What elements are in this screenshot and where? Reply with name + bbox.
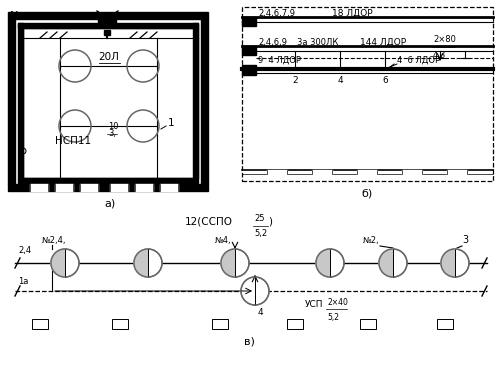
- Bar: [193, 23, 198, 178]
- Text: б): б): [362, 188, 373, 198]
- Bar: [360, 319, 376, 329]
- Bar: [55, 184, 73, 191]
- Text: 4  6 ЛДОР: 4 6 ЛДОР: [397, 56, 440, 65]
- Bar: [242, 17, 256, 26]
- Bar: [18, 23, 198, 28]
- Bar: [110, 184, 128, 191]
- Polygon shape: [441, 249, 455, 277]
- Text: 12(ССПО: 12(ССПО: [185, 216, 233, 226]
- Bar: [267, 170, 287, 174]
- Bar: [80, 184, 98, 191]
- Text: а): а): [105, 198, 116, 208]
- Text: №2,: №2,: [363, 236, 379, 245]
- Bar: [402, 170, 422, 174]
- Text: 5,2: 5,2: [327, 313, 339, 322]
- Text: №4,: №4,: [215, 236, 232, 245]
- Text: 2×80: 2×80: [433, 35, 456, 44]
- Text: 3а 300ЛК: 3а 300ЛК: [297, 38, 338, 47]
- Bar: [242, 7, 493, 181]
- Circle shape: [379, 249, 407, 277]
- Polygon shape: [134, 249, 148, 277]
- Text: 5,2: 5,2: [254, 229, 267, 238]
- Bar: [312, 170, 332, 174]
- Text: 2,4,6,7,9: 2,4,6,7,9: [258, 9, 295, 18]
- Bar: [18, 23, 23, 178]
- Text: 3,: 3,: [108, 129, 116, 138]
- Text: 2,4: 2,4: [18, 246, 31, 255]
- Bar: [8, 184, 208, 191]
- Text: 18 ЛДОР: 18 ЛДОР: [332, 9, 373, 18]
- Text: 144 ЛДОР: 144 ЛДОР: [360, 38, 406, 47]
- Polygon shape: [221, 249, 235, 277]
- Text: 25: 25: [254, 214, 264, 223]
- Bar: [287, 319, 303, 329]
- Text: 4: 4: [258, 308, 263, 317]
- Text: 9  4 ЛДОР: 9 4 ЛДОР: [258, 56, 301, 65]
- Text: 20Л: 20Л: [99, 52, 120, 62]
- Text: 3: 3: [462, 235, 468, 245]
- Text: НСП11: НСП11: [55, 136, 91, 146]
- Text: 2: 2: [292, 76, 298, 85]
- Text: №: №: [10, 10, 21, 20]
- Bar: [135, 184, 153, 191]
- Bar: [8, 12, 208, 19]
- Polygon shape: [51, 249, 65, 277]
- Circle shape: [441, 249, 469, 277]
- Circle shape: [134, 249, 162, 277]
- Bar: [30, 184, 48, 191]
- Text: 10: 10: [108, 122, 119, 131]
- Text: 1а: 1а: [18, 277, 28, 286]
- Bar: [212, 319, 228, 329]
- Text: 4: 4: [337, 76, 343, 85]
- Circle shape: [316, 249, 344, 277]
- Polygon shape: [379, 249, 393, 277]
- Circle shape: [241, 277, 269, 305]
- Bar: [104, 30, 110, 35]
- Text: 6: 6: [382, 76, 388, 85]
- Bar: [112, 319, 128, 329]
- Bar: [437, 319, 453, 329]
- Text: №2,4,: №2,4,: [42, 236, 67, 245]
- Text: ): ): [268, 216, 272, 226]
- Bar: [242, 65, 256, 75]
- Bar: [160, 184, 178, 191]
- Bar: [447, 170, 467, 174]
- Polygon shape: [316, 249, 330, 277]
- Bar: [357, 170, 377, 174]
- Bar: [18, 178, 198, 183]
- Bar: [98, 16, 116, 26]
- Text: УСП: УСП: [305, 300, 324, 309]
- Bar: [8, 19, 15, 184]
- Text: 4,3: 4,3: [433, 51, 446, 60]
- Text: 2,4,6,9: 2,4,6,9: [258, 38, 287, 47]
- Text: 2×40: 2×40: [327, 298, 348, 307]
- Circle shape: [221, 249, 249, 277]
- Text: 1: 1: [168, 118, 175, 128]
- Text: в): в): [244, 336, 254, 346]
- Bar: [32, 319, 48, 329]
- Circle shape: [51, 249, 79, 277]
- Bar: [201, 19, 208, 184]
- Bar: [242, 46, 256, 55]
